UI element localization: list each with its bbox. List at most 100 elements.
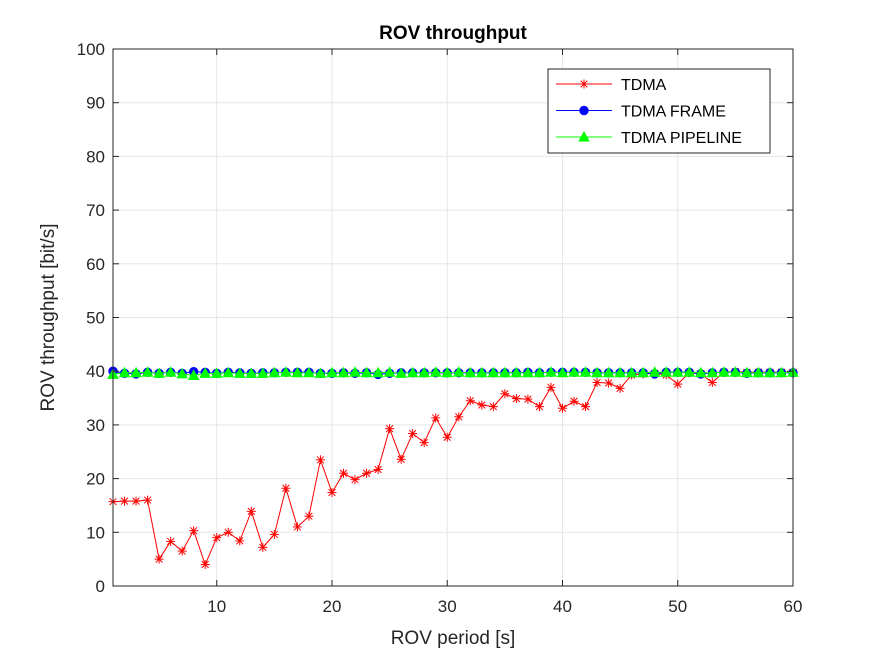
- data-point: [245, 367, 258, 378]
- data-point: [200, 560, 210, 570]
- data-point: [545, 366, 557, 377]
- data-point: [546, 382, 556, 392]
- series-layer: [107, 366, 799, 570]
- data-point: [210, 367, 223, 378]
- asterisk-stroke: [708, 378, 717, 387]
- data-point: [452, 366, 465, 377]
- data-point: [523, 394, 533, 404]
- asterisk-stroke: [213, 533, 221, 542]
- data-point: [637, 366, 650, 378]
- y-tick-label: 80: [86, 147, 105, 166]
- legend-label: TDMA FRAME: [621, 104, 726, 121]
- legend-marker: [579, 79, 589, 89]
- data-point: [187, 369, 200, 380]
- asterisk-stroke: [374, 465, 382, 474]
- data-point: [557, 403, 567, 413]
- data-point: [199, 367, 212, 378]
- asterisk-stroke: [581, 402, 590, 411]
- data-point: [487, 366, 500, 378]
- asterisk-stroke: [466, 397, 475, 405]
- data-point: [488, 402, 498, 412]
- data-point: [130, 366, 142, 378]
- data-point: [233, 367, 246, 378]
- asterisk-stroke: [547, 383, 555, 392]
- data-point: [673, 379, 683, 389]
- x-tick-label: 40: [553, 597, 572, 616]
- data-point: [143, 495, 153, 505]
- data-point: [154, 554, 164, 564]
- data-point: [268, 366, 281, 378]
- data-point: [706, 366, 719, 378]
- asterisk-stroke: [385, 424, 394, 433]
- asterisk-stroke: [293, 523, 302, 531]
- data-point: [360, 366, 373, 378]
- data-point: [614, 366, 626, 378]
- data-point: [671, 366, 684, 377]
- asterisk-stroke: [236, 537, 244, 545]
- y-tick-label: 30: [86, 416, 105, 435]
- legend-label: TDMA: [621, 77, 667, 94]
- y-tick-label: 100: [77, 40, 105, 59]
- asterisk-stroke: [189, 526, 198, 535]
- asterisk-stroke: [247, 507, 256, 516]
- x-tick-label: 30: [438, 597, 457, 616]
- data-point: [141, 366, 154, 377]
- asterisk-stroke: [316, 456, 325, 464]
- asterisk-stroke: [305, 512, 313, 520]
- data-point: [166, 536, 176, 546]
- legend-item: TDMA: [556, 77, 667, 94]
- data-point: [533, 366, 546, 378]
- asterisk-stroke: [178, 547, 186, 555]
- data-point: [349, 366, 361, 377]
- chart-title: ROV throughput: [379, 23, 527, 44]
- axis-ticks: 10 20 30 40 50 60 0 10 20 30 40 50 60 70 80 90 100: [77, 40, 803, 616]
- data-point: [522, 366, 534, 378]
- data-point: [281, 483, 291, 493]
- asterisk-stroke: [443, 433, 451, 441]
- asterisk-stroke: [489, 402, 498, 411]
- data-point: [717, 366, 730, 377]
- y-tick-label: 10: [86, 523, 105, 542]
- data-point: [395, 367, 407, 378]
- data-point: [164, 366, 177, 377]
- y-tick-label: 70: [86, 201, 105, 220]
- asterisk-stroke: [558, 404, 567, 412]
- y-tick-label: 60: [86, 255, 105, 274]
- asterisk-stroke: [478, 401, 486, 409]
- data-point: [510, 366, 523, 378]
- data-point: [120, 496, 130, 506]
- y-tick-label: 40: [86, 362, 105, 381]
- data-point: [500, 389, 510, 399]
- data-point: [534, 402, 544, 412]
- data-point: [465, 396, 475, 406]
- data-point: [406, 366, 419, 378]
- data-point: [429, 366, 442, 377]
- data-point: [694, 366, 707, 378]
- data-point: [350, 475, 360, 485]
- data-point: [383, 366, 396, 377]
- asterisk-stroke: [166, 537, 175, 546]
- data-point: [118, 366, 131, 378]
- data-point: [454, 412, 464, 422]
- asterisk-stroke: [512, 394, 521, 403]
- y-axis-title: ROV throughput [bit/s]: [38, 224, 59, 412]
- data-point: [475, 366, 488, 378]
- asterisk-stroke: [397, 455, 405, 463]
- data-point: [304, 511, 314, 521]
- data-point: [775, 366, 788, 378]
- y-tick-label: 50: [86, 309, 105, 328]
- legend: TDMA TDMA FRAME TDMA PIPELINE: [547, 68, 771, 154]
- asterisk-stroke: [593, 378, 601, 387]
- legend-item: TDMA FRAME: [556, 104, 726, 121]
- data-point: [615, 383, 625, 393]
- asterisk-stroke: [580, 80, 588, 88]
- asterisk-stroke: [420, 438, 428, 447]
- asterisk-stroke: [328, 488, 336, 497]
- data-point: [362, 468, 372, 478]
- data-point: [683, 366, 696, 377]
- legend-label: TDMA PIPELINE: [621, 130, 742, 147]
- data-point: [258, 542, 268, 552]
- data-point: [556, 366, 569, 378]
- asterisk-stroke: [120, 497, 129, 505]
- y-tick-label: 90: [86, 94, 105, 113]
